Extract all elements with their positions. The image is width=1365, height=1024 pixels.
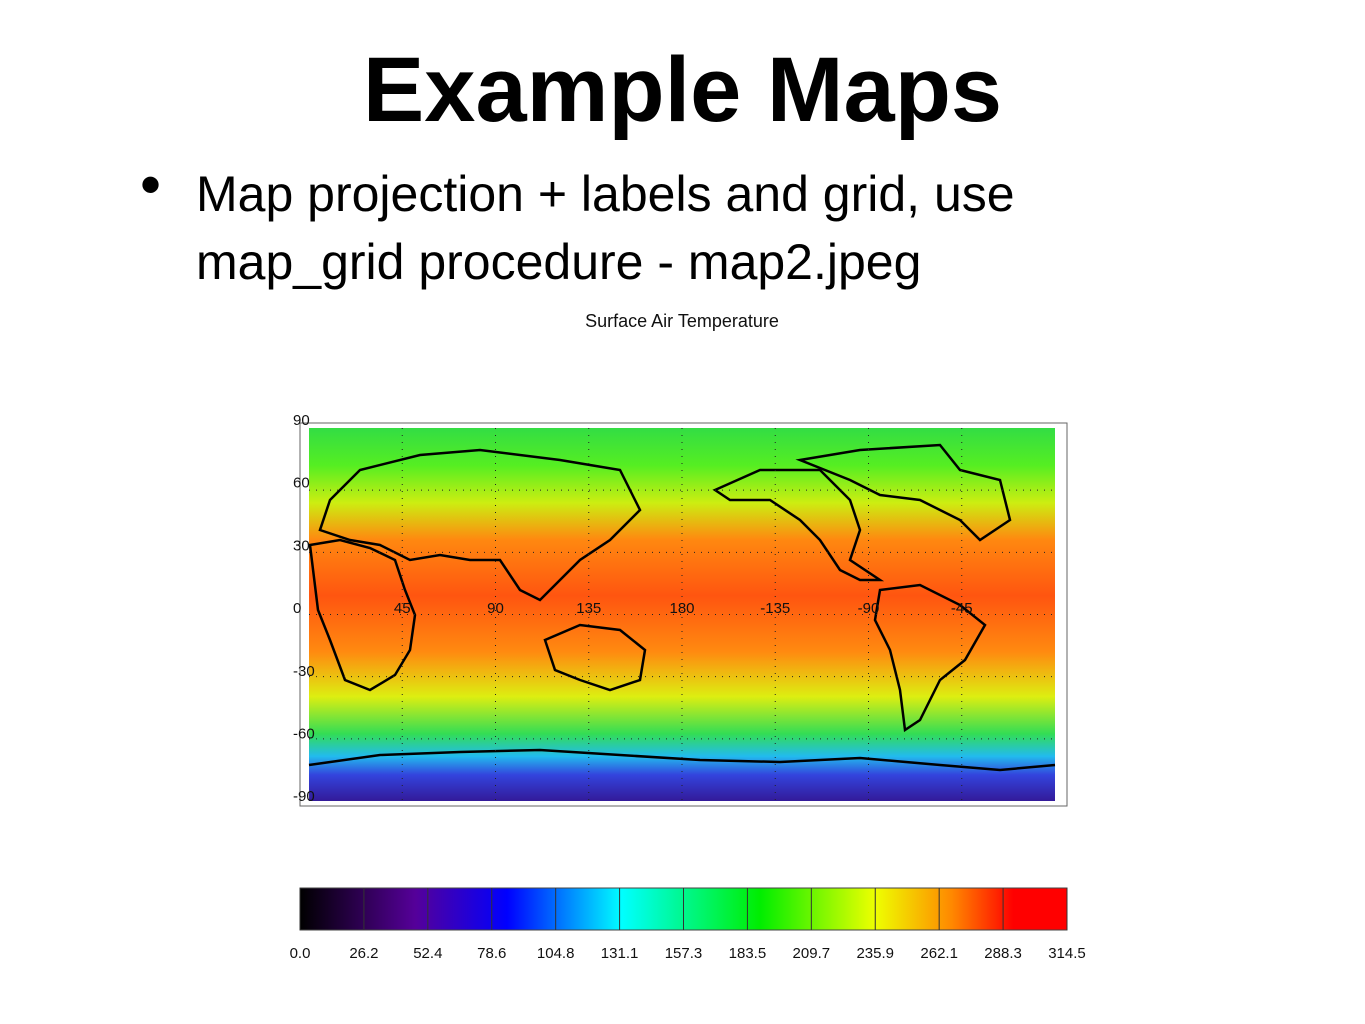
- colorbar-label: 314.5: [1048, 945, 1086, 962]
- lat-label: 30: [293, 537, 310, 554]
- lon-label: -135: [760, 600, 790, 617]
- lat-label: 60: [293, 475, 310, 492]
- colorbar-label: 104.8: [537, 945, 575, 962]
- lon-label: -45: [951, 600, 973, 617]
- lat-label: 0: [293, 600, 301, 617]
- bullet-text: Map projection + labels and grid, use ma…: [196, 166, 1015, 290]
- lat-label: -30: [293, 663, 315, 680]
- colorbar-label: 78.6: [477, 945, 506, 962]
- lon-label: 45: [394, 600, 411, 617]
- lon-label: 135: [576, 600, 601, 617]
- colorbar-labels: 0.0 26.2 52.4 78.6 104.8 131.1 157.3 183.5 209.7…: [290, 888, 1086, 962]
- colorbar-label: 288.3: [984, 945, 1022, 962]
- map-frame: [299, 422, 1068, 807]
- colorbar-label: 131.1: [601, 945, 639, 962]
- map-title: Surface Air Temperature: [585, 311, 779, 331]
- colorbar-label: 52.4: [413, 945, 442, 962]
- lon-label: 180: [669, 600, 694, 617]
- colorbar-label: 157.3: [665, 945, 703, 962]
- lon-label: 90: [487, 600, 504, 617]
- coastlines: [308, 443, 1056, 772]
- lon-label: -90: [858, 600, 880, 617]
- lat-labels: 90 60 30 0 -30 -60 -90: [293, 412, 315, 805]
- colorbar-label: 262.1: [920, 945, 958, 962]
- lat-label: -60: [293, 725, 315, 742]
- lat-label: -90: [293, 788, 315, 805]
- colorbar-label: 0.0: [290, 945, 311, 962]
- slide-title: Example Maps: [362, 39, 1003, 141]
- bullet-dot: •: [140, 151, 162, 218]
- lon-labels: 45 90 135 180 -135 -90 -45: [394, 600, 973, 617]
- lat-label: 90: [293, 412, 310, 429]
- colorbar-label: 26.2: [349, 945, 378, 962]
- colorbar-label: 235.9: [856, 945, 894, 962]
- colorbar-label: 209.7: [793, 945, 831, 962]
- map-field: [309, 428, 1055, 801]
- colorbar-label: 183.5: [729, 945, 767, 962]
